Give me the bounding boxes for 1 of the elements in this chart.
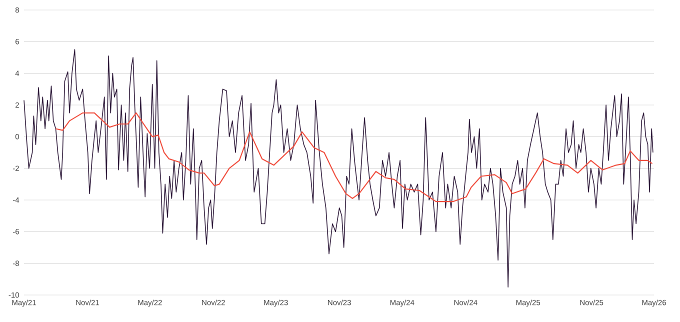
line-series — [55, 112, 653, 202]
